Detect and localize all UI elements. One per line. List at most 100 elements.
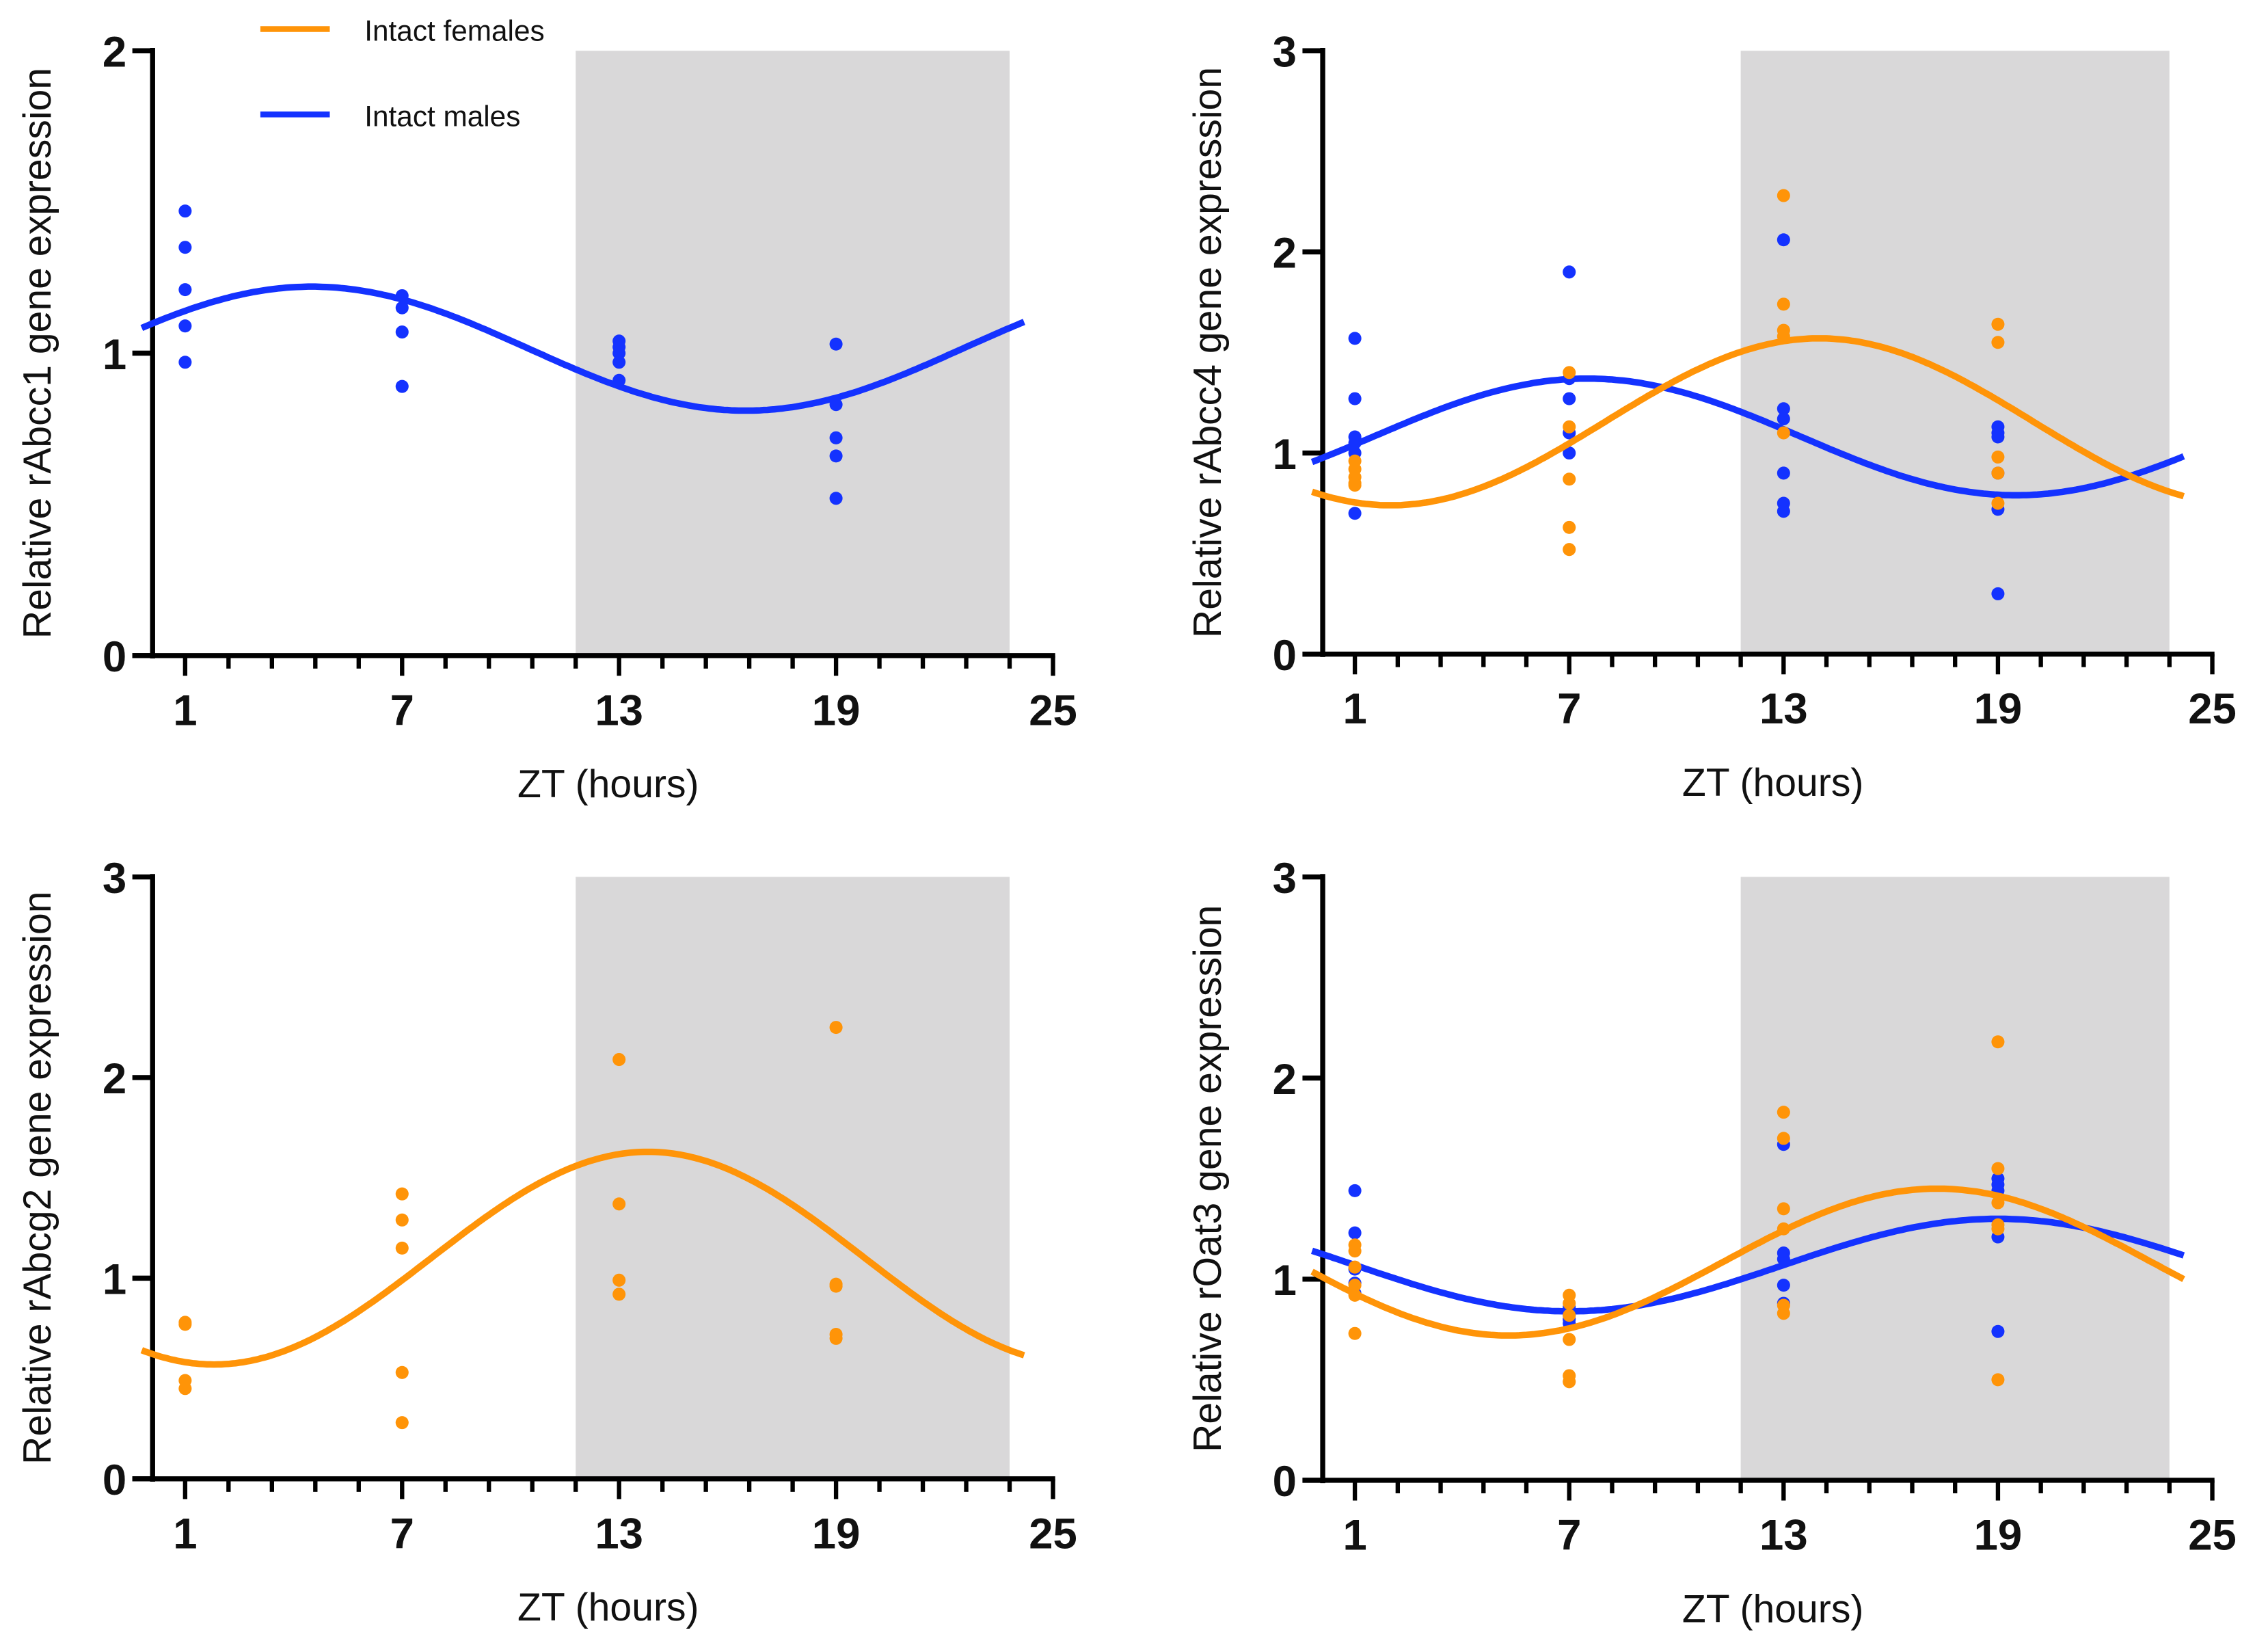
data-point xyxy=(1991,450,2005,464)
y-tick-label: 2 xyxy=(103,1055,126,1103)
y-tick-label: 3 xyxy=(1273,29,1297,77)
data-point xyxy=(1777,466,1790,480)
data-point xyxy=(1348,392,1362,405)
x-tick-label: 13 xyxy=(1759,685,1808,733)
data-point xyxy=(829,1021,843,1035)
legend: Intact females Intact males xyxy=(260,14,545,132)
x-tick-label: 7 xyxy=(390,686,414,734)
cosinor-fit-line xyxy=(140,1148,1025,1368)
dark-phase-shade xyxy=(576,51,1010,656)
data-point xyxy=(829,1279,843,1293)
x-tick-label: 13 xyxy=(595,686,643,734)
dark-phase-shade xyxy=(1740,51,2170,654)
x-tick-label: 19 xyxy=(1974,685,2023,733)
data-point xyxy=(1991,1373,2005,1387)
dark-phase-shade xyxy=(576,877,1010,1479)
x-tick-label: 25 xyxy=(2188,1512,2237,1560)
data-point xyxy=(829,492,843,505)
dark-phase-shade xyxy=(1740,877,2170,1480)
data-point xyxy=(1348,1260,1362,1274)
data-point xyxy=(1348,1184,1362,1197)
x-tick-label: 1 xyxy=(173,686,197,734)
data-point xyxy=(178,241,192,254)
y-tick-label: 1 xyxy=(1273,1257,1297,1305)
data-point xyxy=(395,325,409,339)
data-point xyxy=(1777,1279,1790,1292)
data-point xyxy=(1991,1222,2005,1236)
data-point xyxy=(1348,1326,1362,1340)
cosinor-fit-line xyxy=(1310,335,2185,509)
data-point xyxy=(178,319,192,333)
x-axis-title: ZT (hours) xyxy=(517,762,699,806)
x-tick-label: 13 xyxy=(1759,1512,1808,1560)
data-point xyxy=(1777,1132,1790,1145)
y-tick-label: 0 xyxy=(1273,632,1297,680)
y-tick-label: 2 xyxy=(103,29,126,77)
data-point xyxy=(178,204,192,218)
data-point xyxy=(1991,587,2005,600)
data-point xyxy=(1991,496,2005,510)
y-tick-label: 1 xyxy=(103,1256,126,1304)
y-axis-title: Relative rAbcc4 gene expression xyxy=(1186,67,1230,638)
data-point xyxy=(1348,479,1362,492)
data-point xyxy=(1563,1296,1576,1310)
data-point xyxy=(612,1288,626,1301)
data-point xyxy=(395,1416,409,1430)
y-tick-label: 1 xyxy=(1273,431,1297,479)
x-tick-label: 7 xyxy=(1557,1512,1581,1560)
data-point xyxy=(612,1273,626,1287)
data-point xyxy=(1348,332,1362,345)
data-point xyxy=(1777,505,1790,518)
series-female xyxy=(1310,189,2185,557)
y-tick-label: 0 xyxy=(103,633,126,681)
legend-male-label: Intact males xyxy=(364,100,520,132)
data-point xyxy=(1563,543,1576,557)
data-point xyxy=(395,1241,409,1255)
y-tick-label: 1 xyxy=(103,331,126,379)
legend-female-label: Intact females xyxy=(364,14,544,46)
y-axis-title: Relative rOat3 gene expression xyxy=(1186,905,1230,1452)
y-tick-label: 0 xyxy=(1273,1458,1297,1506)
data-point xyxy=(1777,1307,1790,1320)
data-point xyxy=(1563,520,1576,534)
x-tick-label: 19 xyxy=(812,1510,861,1558)
data-point xyxy=(829,1331,843,1345)
data-point xyxy=(1563,366,1576,379)
data-point xyxy=(1777,233,1790,247)
y-tick-label: 3 xyxy=(1273,855,1297,903)
data-point xyxy=(1991,430,2005,444)
x-tick-label: 13 xyxy=(595,1510,643,1558)
data-point xyxy=(1563,472,1576,486)
y-tick-label: 0 xyxy=(103,1456,126,1504)
series-female xyxy=(140,1021,1025,1430)
x-tick-label: 25 xyxy=(1029,686,1077,734)
data-point xyxy=(395,379,409,393)
data-point xyxy=(612,1197,626,1211)
data-point xyxy=(1991,466,2005,480)
data-point xyxy=(1777,402,1790,416)
data-point xyxy=(1563,420,1576,433)
data-point xyxy=(1563,392,1576,405)
data-point xyxy=(1563,1375,1576,1389)
data-point xyxy=(1563,446,1576,460)
x-axis-title: ZT (hours) xyxy=(1682,761,1864,805)
x-tick-label: 25 xyxy=(2188,685,2237,733)
data-point xyxy=(1991,1324,2005,1338)
cosinor-fit-line xyxy=(140,283,1025,414)
data-point xyxy=(1777,297,1790,311)
series-female xyxy=(1310,1035,2185,1389)
data-point xyxy=(1777,1106,1790,1119)
x-tick-label: 1 xyxy=(173,1510,197,1558)
data-point xyxy=(395,301,409,315)
x-tick-label: 1 xyxy=(1342,685,1366,733)
y-tick-label: 2 xyxy=(1273,1056,1297,1104)
data-point xyxy=(178,1382,192,1396)
data-point xyxy=(1563,1333,1576,1346)
data-point xyxy=(1991,317,2005,331)
data-point xyxy=(1777,1202,1790,1216)
